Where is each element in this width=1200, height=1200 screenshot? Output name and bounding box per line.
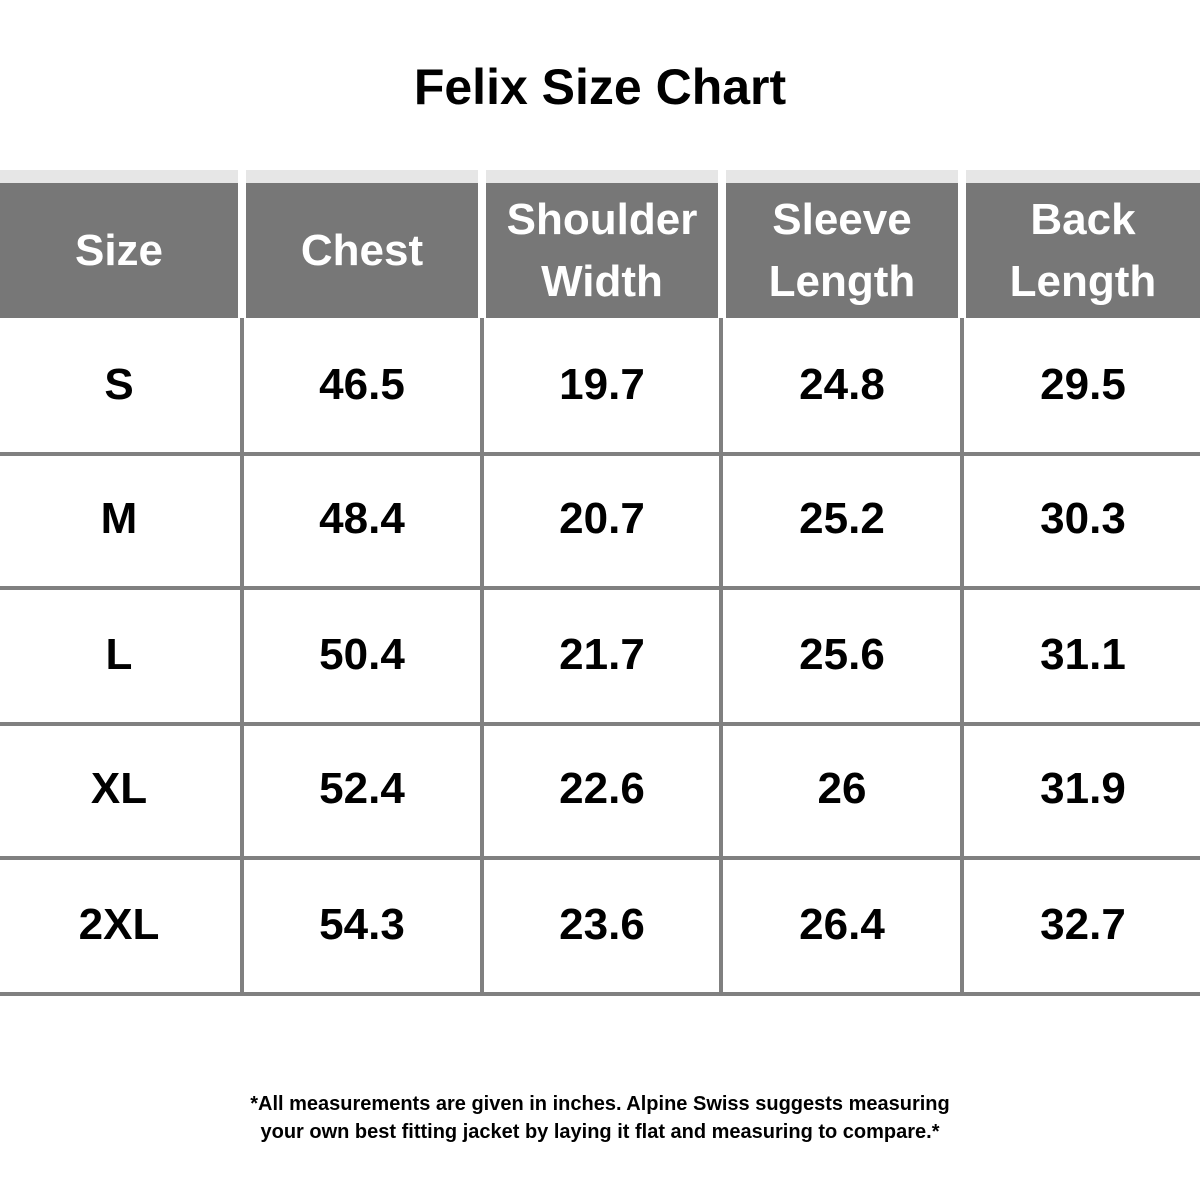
column-divider	[719, 318, 723, 996]
header-strip	[246, 170, 478, 183]
table-cell: 30.3	[1040, 494, 1126, 543]
header-strip	[726, 170, 958, 183]
table-cell: 32.7	[1040, 900, 1126, 949]
table-cell: 26	[817, 764, 867, 813]
row-divider	[0, 586, 1200, 590]
table-cell: 46.5	[319, 360, 405, 409]
table-cell: S	[104, 360, 134, 409]
table-cell: 20.7	[559, 494, 645, 543]
table-cell: 25.6	[799, 630, 885, 679]
table-cell: M	[100, 494, 138, 543]
table-cell: 21.7	[559, 630, 645, 679]
table-cell: 25.2	[799, 494, 885, 543]
column-header: Back Length	[966, 183, 1200, 318]
column-header: Chest	[246, 183, 478, 318]
column-divider	[240, 318, 244, 996]
footnote: *All measurements are given in inches. A…	[250, 1093, 950, 1143]
table-cell: 31.9	[1040, 764, 1126, 813]
header-strip	[966, 170, 1200, 183]
table-cell: 19.7	[559, 360, 645, 409]
table-cell: 48.4	[319, 494, 405, 543]
table-cell: 26.4	[799, 900, 885, 949]
table-cell: 22.6	[559, 764, 645, 813]
table-cell: 24.8	[799, 360, 885, 409]
column-divider	[960, 318, 964, 996]
table-cell: 50.4	[319, 630, 405, 679]
row-divider	[0, 452, 1200, 456]
column-header: Shoulder Width	[486, 183, 718, 318]
table-cell: XL	[90, 764, 148, 813]
column-header: Size	[0, 183, 238, 318]
header-strip	[486, 170, 718, 183]
table-cell: 54.3	[319, 900, 405, 949]
table-cell: 2XL	[78, 900, 160, 949]
table-cell: 29.5	[1040, 360, 1126, 409]
row-divider	[0, 992, 1200, 996]
row-divider	[0, 856, 1200, 860]
column-header: Sleeve Length	[726, 183, 958, 318]
table-cell: 23.6	[559, 900, 645, 949]
header-strip	[0, 170, 238, 183]
row-divider	[0, 722, 1200, 726]
table-cell: L	[105, 630, 133, 679]
column-divider	[480, 318, 484, 996]
title: Felix Size Chart	[413, 59, 787, 115]
table-cell: 31.1	[1040, 630, 1126, 679]
table-cell: 52.4	[319, 764, 405, 813]
